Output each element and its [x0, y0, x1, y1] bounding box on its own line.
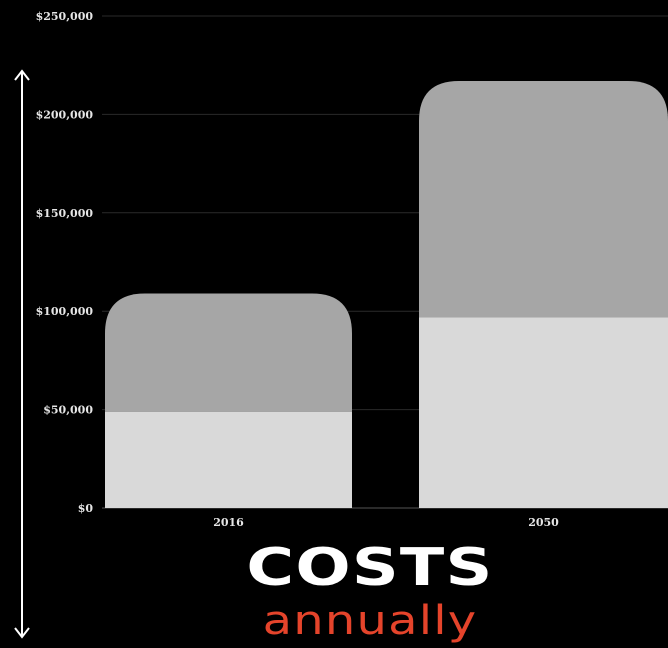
- x-tick-label: 2016: [213, 516, 244, 529]
- bar-2050-segment-1: [419, 317, 668, 508]
- chart-subtitle: annually: [262, 598, 478, 644]
- bar-2016-segment-1: [105, 411, 352, 508]
- y-tick-label: $200,000: [36, 108, 94, 121]
- double-arrow-icon: [14, 69, 30, 639]
- x-tick-label: 2050: [528, 516, 559, 529]
- chart-title: COSTS: [246, 538, 494, 598]
- x-axis-ticks: 2016 2050: [213, 516, 559, 529]
- y-tick-label: $100,000: [36, 305, 94, 318]
- y-tick-label: $0: [78, 502, 94, 515]
- y-tick-label: $50,000: [43, 404, 93, 417]
- y-tick-label: $150,000: [36, 207, 94, 220]
- y-tick-label: $250,000: [36, 10, 94, 23]
- bar-2050-segment-2: [419, 80, 668, 318]
- y-axis-ticks: $0 $50,000 $100,000 $150,000 $200,000 $250,00…: [36, 10, 94, 515]
- bar-2016-segment-2: [105, 293, 352, 412]
- bars: [105, 80, 668, 508]
